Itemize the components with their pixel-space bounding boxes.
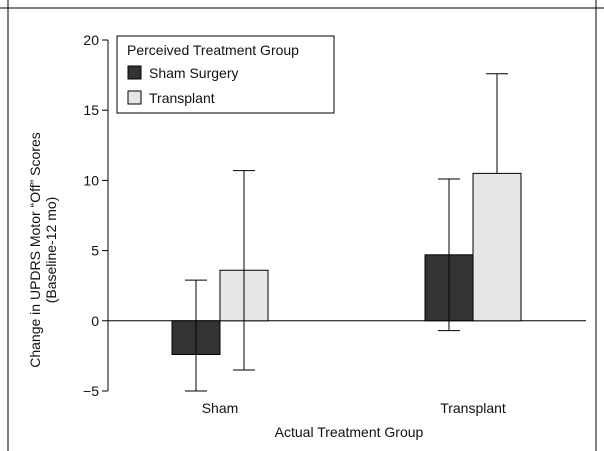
x-tick-label-sham: Sham bbox=[202, 400, 239, 416]
legend-title: Perceived Treatment Group bbox=[127, 42, 299, 58]
y-tick-label: 15 bbox=[83, 102, 99, 118]
legend: Perceived Treatment Group Sham Surgery T… bbox=[116, 35, 335, 114]
x-tick-labels: Sham Transplant bbox=[202, 400, 506, 416]
legend-box bbox=[116, 35, 335, 114]
x-axis-label: Actual Treatment Group bbox=[275, 424, 424, 440]
x-tick-label-transplant: Transplant bbox=[440, 400, 506, 416]
y-tick-label: 0 bbox=[91, 313, 99, 329]
legend-swatch-transplant bbox=[127, 90, 142, 105]
y-axis-label: Change in UPDRS Motor “Off” Scores (Base… bbox=[27, 132, 59, 368]
y-tick-label: 5 bbox=[91, 243, 99, 259]
y-axis-label-line2: (Baseline-12 mo) bbox=[43, 197, 59, 304]
y-ticks: −5 0 5 10 15 20 bbox=[83, 32, 108, 399]
legend-label-sham-surgery: Sham Surgery bbox=[149, 65, 238, 81]
y-tick-label: −5 bbox=[83, 383, 99, 399]
bar-transplant-transplant bbox=[472, 172, 522, 322]
y-axis-label-line1: Change in UPDRS Motor “Off” Scores bbox=[27, 132, 43, 368]
y-tick-label: 10 bbox=[83, 172, 99, 188]
error-bars bbox=[185, 73, 508, 392]
legend-label-transplant: Transplant bbox=[149, 90, 215, 106]
legend-swatch-sham-surgery bbox=[127, 65, 142, 80]
y-tick-label: 20 bbox=[83, 32, 99, 48]
